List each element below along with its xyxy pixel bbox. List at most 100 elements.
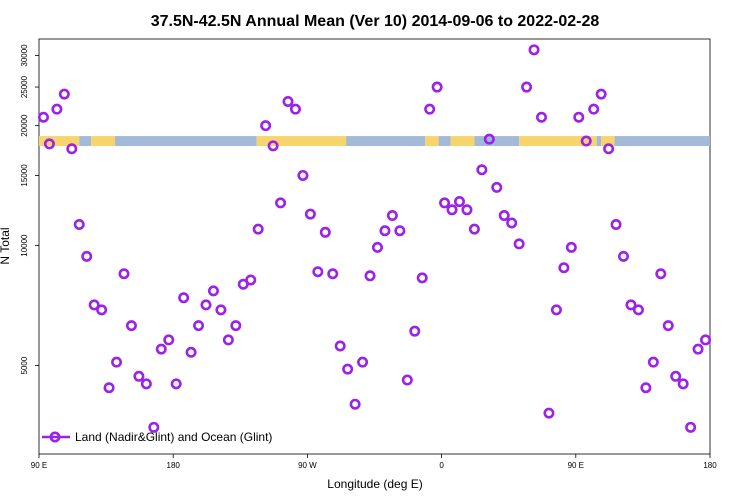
x-tick-label: 90 E [31, 461, 47, 470]
data-point [543, 407, 555, 419]
data-point [528, 44, 540, 56]
data-point [282, 95, 294, 107]
data-point [200, 299, 212, 311]
data-point [692, 343, 704, 355]
data-point [588, 103, 600, 115]
data-point [170, 378, 182, 390]
data-point [476, 164, 488, 176]
data-point [193, 320, 205, 332]
surface-strip [39, 136, 710, 147]
data-point [468, 223, 480, 235]
data-point [483, 133, 495, 145]
data-point [215, 304, 227, 316]
data-point [565, 241, 577, 253]
data-point [424, 103, 436, 115]
data-point [491, 181, 503, 193]
data-point [431, 81, 443, 93]
data-point [155, 343, 167, 355]
surface-ocean-segment [614, 136, 710, 147]
data-point [647, 356, 659, 368]
data-point [677, 378, 689, 390]
data-point [349, 398, 361, 410]
data-point [118, 268, 130, 280]
data-point [416, 272, 428, 284]
surface-ocean-segment [115, 136, 257, 147]
data-point [140, 378, 152, 390]
data-point [66, 143, 78, 155]
data-point [364, 270, 376, 282]
data-point [610, 218, 622, 230]
data-point [111, 356, 123, 368]
surface-land-segment [256, 136, 347, 147]
x-tick-label: 180 [703, 461, 717, 470]
data-point [632, 304, 644, 316]
data-point [185, 346, 197, 358]
data-point [513, 238, 525, 250]
data-point [103, 382, 115, 394]
data-point [43, 138, 55, 150]
data-point [670, 370, 682, 382]
data-point [37, 111, 49, 123]
data-point [275, 197, 287, 209]
data-point [230, 320, 242, 332]
surface-ocean-segment [79, 136, 92, 147]
data-point [327, 268, 339, 280]
data-point [409, 325, 421, 337]
data-point [536, 111, 548, 123]
data-point [603, 143, 615, 155]
data-point [453, 196, 465, 208]
data-point [521, 81, 533, 93]
data-point [245, 274, 257, 286]
plot-frame [38, 38, 711, 455]
surface-land-segment [39, 136, 80, 147]
y-axis: 5000 10000 15000 20000 25000 30000 [20, 44, 39, 374]
data-point [260, 120, 272, 132]
y-tick-label: 5000 [20, 356, 29, 374]
data-point [51, 103, 63, 115]
data-point [573, 111, 585, 123]
data-point [207, 285, 219, 297]
data-point [267, 140, 279, 152]
legend: Land (Nadir&Glint) and Ocean (Glint) [42, 430, 272, 444]
surface-land-segment [519, 136, 597, 147]
y-tick-label: 20000 [20, 114, 29, 137]
legend-label: Land (Nadir&Glint) and Ocean (Glint) [75, 430, 272, 444]
data-point [371, 241, 383, 253]
surface-ocean-segment [596, 136, 602, 147]
data-point [506, 217, 518, 229]
data-point [297, 169, 309, 181]
data-point [357, 356, 369, 368]
data-point [498, 210, 510, 222]
data-point [252, 223, 264, 235]
surface-ocean-segment [346, 136, 426, 147]
data-point [133, 370, 145, 382]
data-point [386, 210, 398, 222]
data-point [558, 262, 570, 274]
data-point [125, 320, 137, 332]
data-point [446, 204, 458, 216]
data-point [655, 268, 667, 280]
data-points [37, 44, 712, 433]
data-point [379, 225, 391, 237]
data-point [88, 299, 100, 311]
surface-land-segment [601, 136, 615, 147]
x-tick-label: 180 [167, 461, 181, 470]
data-point [319, 226, 331, 238]
chart-title: 37.5N-42.5N Annual Mean (Ver 10) 2014-09… [151, 13, 600, 30]
surface-land-segment [425, 136, 439, 147]
data-point [550, 304, 562, 316]
x-tick-label: 90 W [298, 461, 317, 470]
y-tick-label: 25000 [20, 75, 29, 98]
surface-ocean-segment [474, 136, 520, 147]
data-point [163, 334, 175, 346]
y-tick-label: 15000 [20, 164, 29, 187]
y-axis-label: N Total [0, 227, 12, 264]
surface-ocean-segment [438, 136, 451, 147]
data-point [595, 88, 607, 100]
data-point [178, 292, 190, 304]
data-point [222, 334, 234, 346]
data-point [618, 250, 630, 262]
data-point [662, 320, 674, 332]
x-axis: 90 E 180 90 W 0 90 E 180 [31, 454, 717, 470]
